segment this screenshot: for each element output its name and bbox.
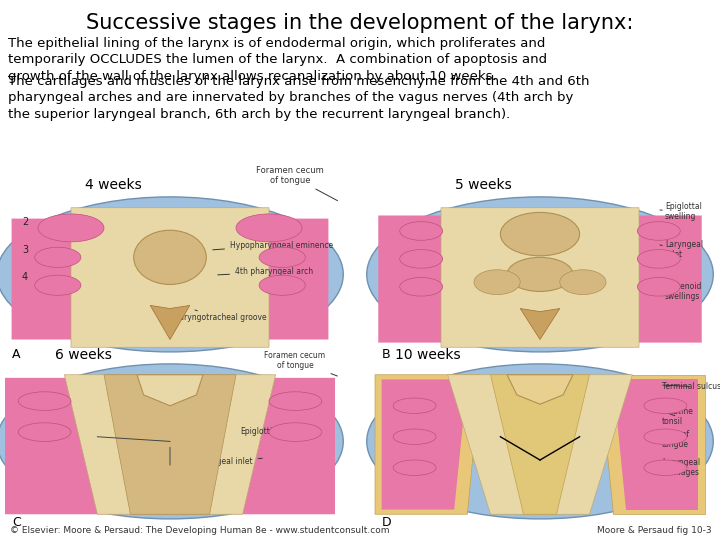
Ellipse shape	[0, 364, 343, 519]
Text: 4th pharyngeal arch: 4th pharyngeal arch	[217, 267, 313, 276]
Text: Arytenoid
swellings: Arytenoid swellings	[660, 282, 703, 301]
Polygon shape	[599, 375, 705, 514]
Polygon shape	[375, 375, 481, 514]
Ellipse shape	[0, 197, 343, 352]
Ellipse shape	[269, 423, 322, 441]
Text: 4: 4	[22, 273, 28, 282]
Text: The cartilages and muscles of the larynx arise from mesenchyme from the 4th and : The cartilages and muscles of the larynx…	[8, 75, 590, 121]
Ellipse shape	[18, 423, 71, 441]
Ellipse shape	[393, 429, 436, 444]
Text: Successive stages in the development of the larynx:: Successive stages in the development of …	[86, 13, 634, 33]
Ellipse shape	[500, 212, 580, 256]
Ellipse shape	[259, 247, 305, 267]
Text: Root of
tongue: Root of tongue	[662, 430, 689, 449]
Ellipse shape	[637, 278, 680, 296]
Polygon shape	[382, 380, 467, 510]
Text: Moore & Persaud fig 10-3: Moore & Persaud fig 10-3	[598, 526, 712, 535]
Polygon shape	[137, 375, 203, 406]
FancyBboxPatch shape	[230, 378, 335, 514]
Ellipse shape	[236, 214, 302, 242]
FancyBboxPatch shape	[603, 215, 702, 342]
Ellipse shape	[259, 275, 305, 295]
Ellipse shape	[400, 249, 443, 268]
Ellipse shape	[644, 460, 687, 476]
Polygon shape	[104, 375, 236, 514]
Ellipse shape	[637, 249, 680, 268]
Ellipse shape	[400, 278, 443, 296]
Ellipse shape	[644, 398, 687, 414]
Polygon shape	[490, 375, 590, 514]
Text: Laryngeal
cartilages: Laryngeal cartilages	[662, 458, 700, 477]
Text: C: C	[12, 516, 21, 529]
Text: Hypopharyngeal eminence: Hypopharyngeal eminence	[213, 240, 333, 250]
Text: Laryngeal
inlet: Laryngeal inlet	[660, 240, 703, 259]
Ellipse shape	[507, 258, 573, 292]
Text: Foramen cecum
of tongue: Foramen cecum of tongue	[264, 350, 338, 376]
FancyBboxPatch shape	[71, 208, 269, 347]
FancyBboxPatch shape	[5, 378, 111, 514]
Ellipse shape	[560, 270, 606, 294]
Text: 5 weeks: 5 weeks	[455, 178, 512, 192]
Text: The epithelial lining of the larynx is of endodermal origin, which proliferates : The epithelial lining of the larynx is o…	[8, 37, 547, 83]
Ellipse shape	[366, 364, 714, 519]
Polygon shape	[521, 308, 560, 340]
Text: 10 weeks: 10 weeks	[395, 348, 461, 362]
FancyBboxPatch shape	[12, 219, 104, 340]
Text: 3: 3	[22, 245, 28, 254]
FancyBboxPatch shape	[441, 208, 639, 347]
Ellipse shape	[35, 275, 81, 295]
Ellipse shape	[269, 392, 322, 410]
Polygon shape	[448, 375, 632, 514]
Polygon shape	[507, 375, 573, 404]
Ellipse shape	[474, 270, 521, 294]
Text: 4 weeks: 4 weeks	[85, 178, 142, 192]
Text: © Elsevier: Moore & Persaud: The Developing Human 8e - www.studentconsult.com: © Elsevier: Moore & Persaud: The Develop…	[10, 526, 390, 535]
Ellipse shape	[35, 247, 81, 267]
Ellipse shape	[393, 460, 436, 476]
Text: Terminal sulcus: Terminal sulcus	[662, 382, 720, 391]
FancyBboxPatch shape	[378, 215, 477, 342]
Ellipse shape	[134, 230, 207, 285]
Ellipse shape	[637, 222, 680, 240]
Text: Foramen cecum
of tongue: Foramen cecum of tongue	[256, 166, 338, 201]
Text: Laryngeal inlet: Laryngeal inlet	[195, 457, 262, 467]
Ellipse shape	[38, 214, 104, 242]
Ellipse shape	[18, 392, 71, 410]
Polygon shape	[150, 306, 190, 340]
FancyBboxPatch shape	[236, 219, 328, 340]
Text: 6 weeks: 6 weeks	[55, 348, 112, 362]
Ellipse shape	[366, 197, 714, 352]
Text: Epiglottis: Epiglottis	[240, 428, 292, 436]
Ellipse shape	[400, 222, 443, 240]
Text: Palatine
tonsil: Palatine tonsil	[662, 407, 693, 427]
Text: A: A	[12, 348, 20, 361]
Polygon shape	[64, 375, 276, 514]
Text: Laryngotracheal groove: Laryngotracheal groove	[175, 310, 266, 322]
Text: 2: 2	[22, 217, 28, 227]
Polygon shape	[613, 380, 698, 510]
Text: D: D	[382, 516, 392, 529]
Ellipse shape	[393, 398, 436, 414]
Text: B: B	[382, 348, 391, 361]
Text: Epiglottal
swelling: Epiglottal swelling	[660, 202, 702, 221]
Ellipse shape	[644, 429, 687, 444]
